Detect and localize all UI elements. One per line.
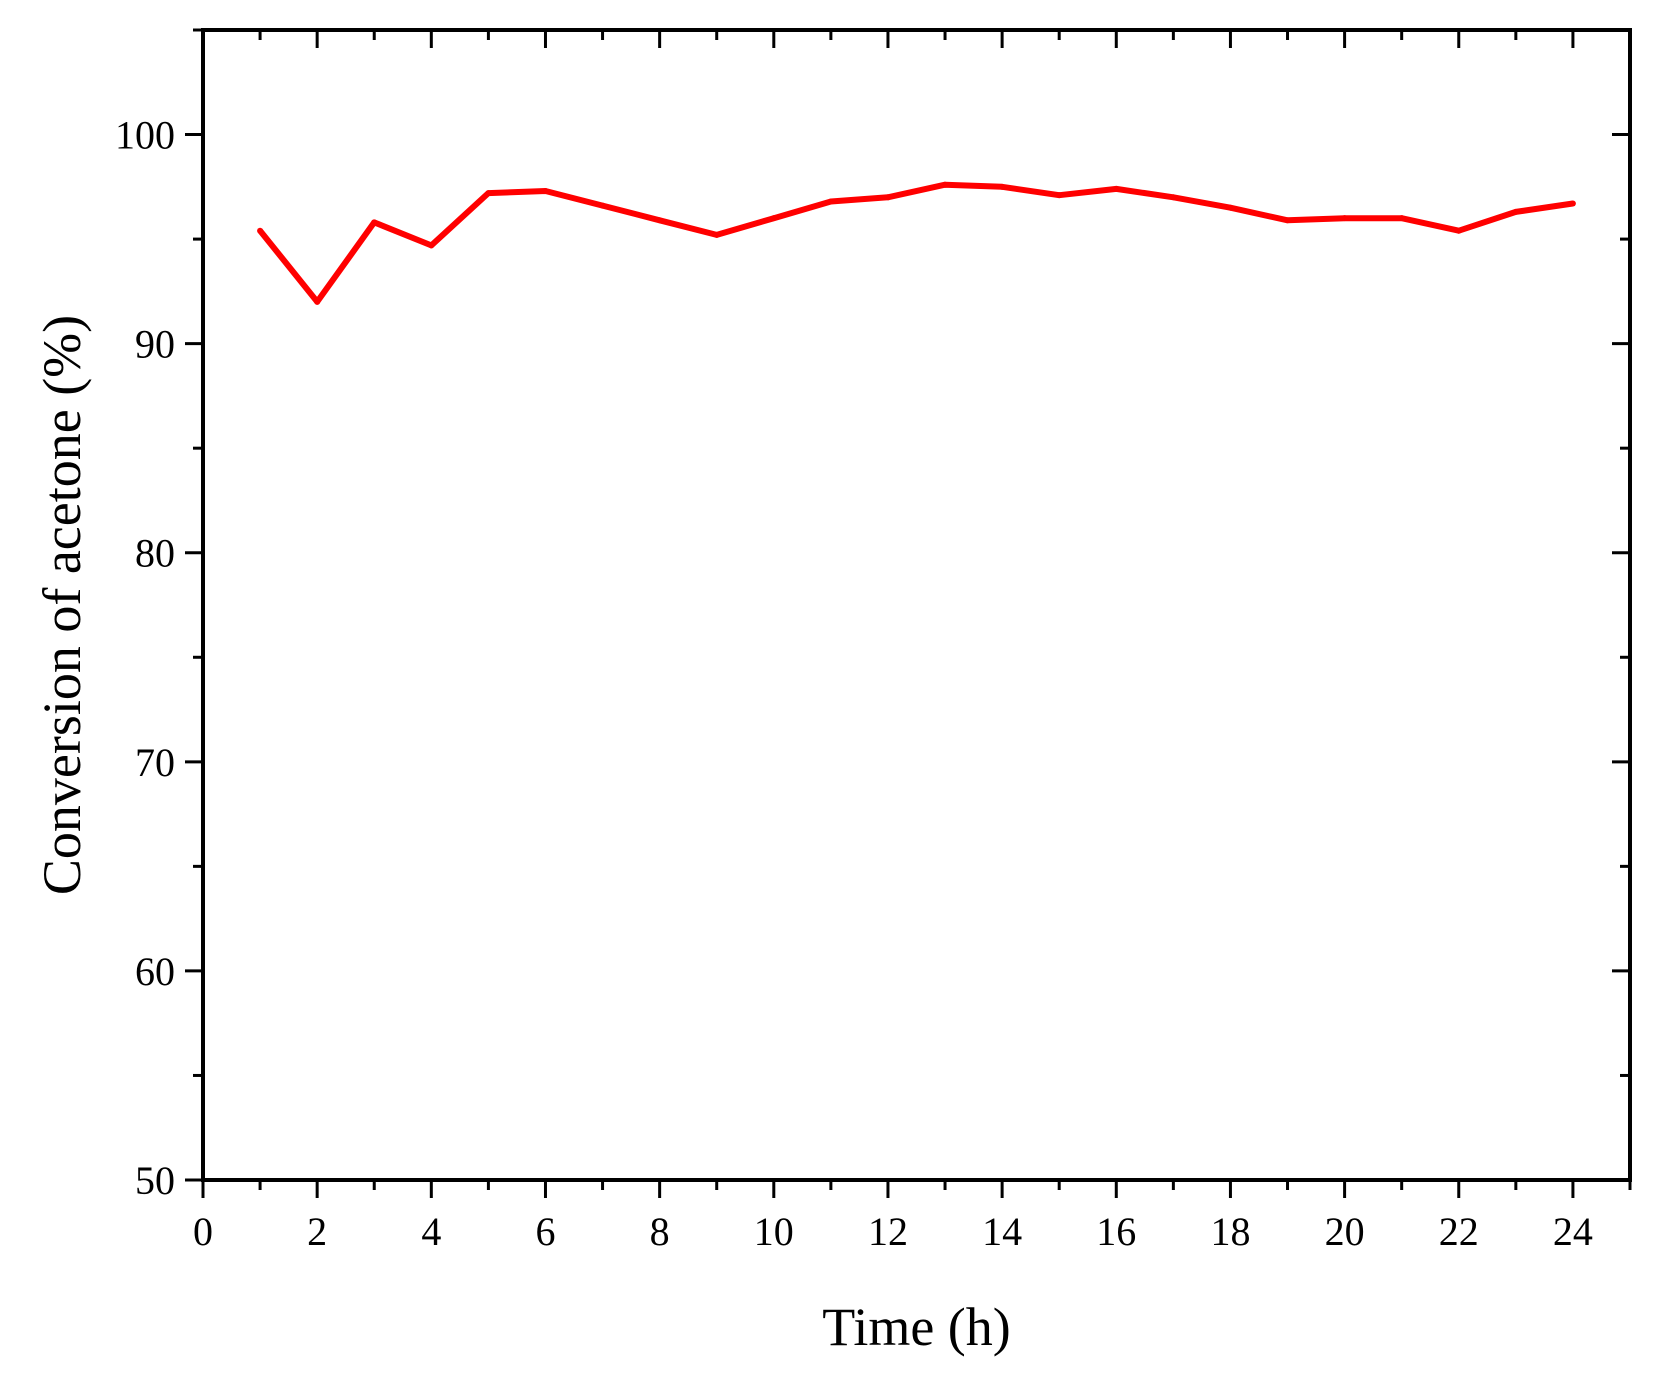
y-tick-label: 70 [135, 740, 175, 785]
x-tick-label: 12 [868, 1209, 908, 1254]
data-point [656, 217, 663, 224]
data-point [599, 202, 606, 209]
data-point [1170, 194, 1177, 201]
data-point [1341, 215, 1348, 222]
data-point [1569, 200, 1576, 207]
data-point [1398, 215, 1405, 222]
x-tick-label: 20 [1325, 1209, 1365, 1254]
x-tick-label: 14 [982, 1209, 1022, 1254]
x-tick-label: 18 [1210, 1209, 1250, 1254]
series-line [257, 181, 1574, 305]
y-tick-label: 60 [135, 949, 175, 994]
y-tick-label: 50 [135, 1158, 175, 1203]
data-point [371, 219, 378, 226]
data-point [713, 231, 720, 238]
x-tick-label: 8 [650, 1209, 670, 1254]
x-tick-label: 22 [1439, 1209, 1479, 1254]
data-point [999, 183, 1006, 190]
data-point [1227, 204, 1234, 211]
data-point [1284, 217, 1291, 224]
y-axis-title: Conversion of acetone (%) [32, 315, 92, 895]
data-point [1512, 208, 1519, 215]
data-point [942, 181, 949, 188]
data-point [827, 198, 834, 205]
y-tick-label: 100 [115, 113, 175, 158]
data-point [884, 194, 891, 201]
x-tick-label: 6 [535, 1209, 555, 1254]
x-tick-label: 2 [307, 1209, 327, 1254]
data-point [542, 188, 549, 194]
x-tick-label: 0 [193, 1209, 213, 1254]
data-point [428, 242, 435, 249]
y-tick-label: 90 [135, 322, 175, 367]
data-point [770, 215, 777, 222]
data-point [257, 227, 264, 234]
data-point [314, 298, 321, 305]
x-tick-label: 16 [1096, 1209, 1136, 1254]
series-layer [257, 181, 1576, 305]
data-point [1455, 227, 1462, 234]
plot-frame [201, 28, 1632, 1182]
x-tick-label: 4 [421, 1209, 441, 1254]
y-tick-label: 80 [135, 531, 175, 576]
x-axis-title: Time (h) [822, 1297, 1011, 1357]
data-point [1113, 185, 1120, 192]
data-point [1056, 192, 1063, 199]
x-tick-label: 10 [754, 1209, 794, 1254]
data-point [485, 190, 492, 197]
x-tick-label: 24 [1553, 1209, 1593, 1254]
